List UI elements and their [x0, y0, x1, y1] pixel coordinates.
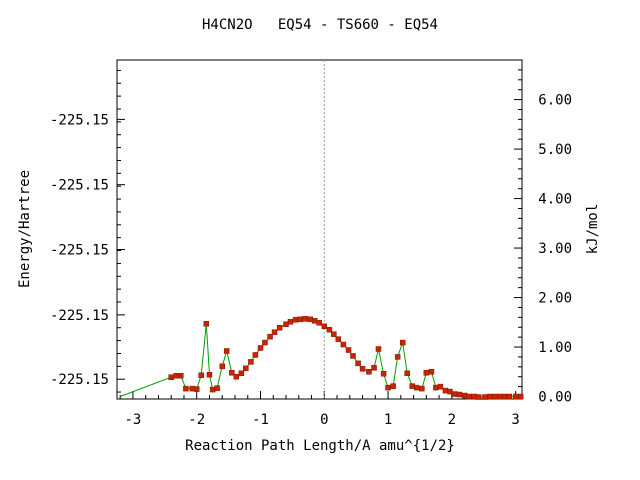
- y-left-tick-label: -225.15: [50, 372, 109, 388]
- y-left-tick-label: -225.15: [50, 112, 109, 128]
- data-point: [203, 321, 210, 327]
- data-point: [496, 393, 503, 400]
- data-point: [482, 394, 488, 400]
- data-point: [331, 331, 337, 337]
- data-point: [437, 383, 444, 390]
- data-point: [267, 333, 273, 340]
- data-point: [340, 341, 347, 348]
- y-right-tick-label: 0.00: [538, 390, 572, 406]
- data-point: [229, 370, 235, 376]
- data-point: [252, 352, 259, 358]
- x-axis-label: Reaction Path Length/A amu^{1/2}: [185, 438, 455, 454]
- data-point: [193, 386, 200, 392]
- y-right-tick-label: 4.00: [538, 192, 572, 208]
- data-point: [512, 393, 519, 400]
- data-point: [419, 385, 425, 392]
- data-point: [206, 372, 213, 378]
- data-point: [456, 391, 463, 398]
- data-point: [248, 359, 254, 365]
- data-point: [475, 394, 482, 400]
- data-point: [316, 320, 322, 326]
- y-left-tick-label: -225.15: [50, 178, 109, 194]
- data-point: [404, 370, 410, 377]
- y-right-tick-label: 6.00: [538, 93, 572, 109]
- data-point: [466, 393, 472, 400]
- data-point: [326, 326, 333, 333]
- data-point: [168, 374, 174, 380]
- data-point: [238, 370, 245, 377]
- x-tick-label: -1: [252, 412, 269, 428]
- data-point: [414, 384, 420, 391]
- data-point: [428, 369, 435, 375]
- data-point: [350, 353, 356, 359]
- x-tick-label: -3: [125, 412, 142, 428]
- data-point: [355, 360, 361, 367]
- data-point: [517, 393, 524, 400]
- data-point: [423, 370, 430, 376]
- plot-frame: [116, 59, 523, 400]
- data-point: [487, 393, 493, 400]
- data-point: [506, 393, 512, 400]
- data-point: [375, 346, 382, 352]
- y-left-tick-label: -225.15: [50, 308, 109, 324]
- x-tick-label: 3: [511, 412, 519, 428]
- data-point: [366, 369, 372, 375]
- x-tick-label: 0: [320, 412, 328, 428]
- data-point: [178, 372, 184, 379]
- data-point: [214, 385, 220, 391]
- data-point: [359, 366, 366, 372]
- data-point: [183, 385, 189, 392]
- data-point: [302, 316, 308, 322]
- data-point: [287, 319, 294, 325]
- data-point: [198, 372, 204, 378]
- y-left-tick-label: -225.15: [50, 243, 109, 259]
- data-point: [447, 388, 453, 395]
- data-point: [223, 348, 230, 354]
- y-axis-label: Energy/Hartree: [17, 169, 33, 289]
- data-point: [276, 324, 283, 331]
- data-point: [262, 339, 268, 346]
- data-point: [385, 384, 391, 391]
- data-point: [257, 345, 264, 351]
- data-point: [335, 336, 342, 342]
- data-point: [399, 339, 406, 346]
- data-point: [371, 365, 377, 371]
- data-point: [233, 373, 240, 380]
- x-tick-label: -2: [188, 412, 205, 428]
- data-point: [394, 354, 401, 360]
- y2-axis-label: kJ/mol: [585, 203, 601, 255]
- y-right-tick-label: 2.00: [538, 291, 572, 307]
- x-tick-label: 2: [448, 412, 456, 428]
- data-point: [390, 383, 396, 389]
- y-right-tick-label: 3.00: [538, 241, 572, 257]
- data-point: [297, 316, 303, 323]
- data-point: [345, 347, 352, 353]
- x-tick-label: 1: [384, 412, 392, 428]
- energy-profile-line: [120, 318, 521, 398]
- chart-title: H4CN2O EQ54 - TS660 - EQ54: [201, 17, 438, 33]
- y-right-tick-label: 1.00: [538, 340, 572, 356]
- y-right-tick-label: 5.00: [538, 142, 572, 158]
- data-point: [321, 323, 328, 330]
- data-point: [380, 371, 387, 377]
- data-point: [243, 365, 249, 372]
- data-point: [271, 329, 278, 335]
- data-point: [219, 363, 225, 370]
